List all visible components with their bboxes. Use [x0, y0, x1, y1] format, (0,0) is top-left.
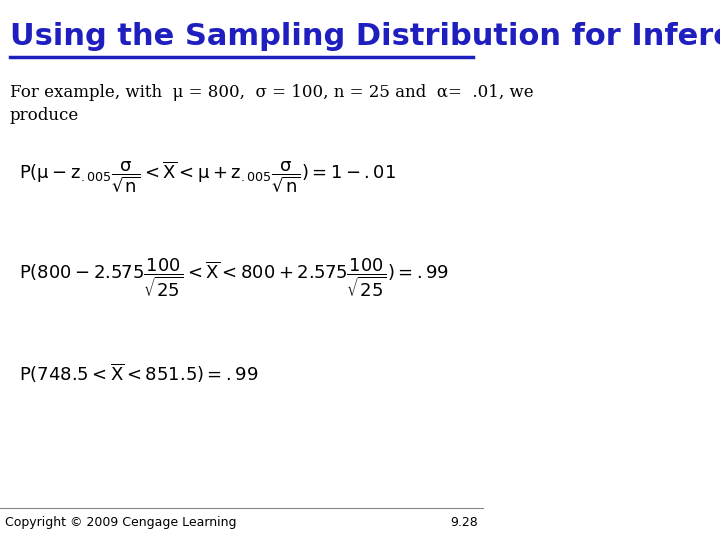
- Text: Using the Sampling Distribution for Inference: Using the Sampling Distribution for Infe…: [9, 22, 720, 51]
- Text: Copyright © 2009 Cengage Learning: Copyright © 2009 Cengage Learning: [5, 516, 236, 529]
- Text: $\mathrm{P(\mu - z_{.005}\dfrac{\sigma}{\sqrt{n}} < \overline{X} < \mu + z_{.005: $\mathrm{P(\mu - z_{.005}\dfrac{\sigma}{…: [19, 159, 397, 194]
- Text: For example, with  μ = 800,  σ = 100, n = 25 and  α=  .01, we
produce: For example, with μ = 800, σ = 100, n = …: [9, 84, 534, 124]
- Text: $\mathrm{P(748.5 < \overline{X} < 851.5) = .99}$: $\mathrm{P(748.5 < \overline{X} < 851.5)…: [19, 362, 258, 385]
- Text: $\mathrm{P(800 - 2.575\dfrac{100}{\sqrt{25}} < \overline{X} < 800 + 2.575\dfrac{: $\mathrm{P(800 - 2.575\dfrac{100}{\sqrt{…: [19, 256, 449, 299]
- Text: 9.28: 9.28: [450, 516, 478, 529]
